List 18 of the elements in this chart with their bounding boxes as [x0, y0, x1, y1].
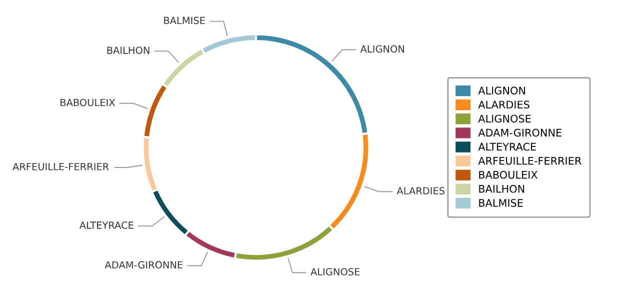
legend-label: BALMISE: [479, 198, 523, 207]
legend-label: ALIGNOSE: [478, 114, 531, 123]
slice-label: BAILHON: [107, 46, 150, 54]
legend-label: ALIGNON: [478, 86, 525, 95]
legend-label: ALTEYRACE: [478, 142, 536, 151]
slice-label: ARFEUILLE-FERRIER: [12, 163, 109, 170]
slice-label: BALMISE: [164, 16, 205, 24]
legend-label: ALARDIES: [478, 100, 530, 109]
legend-label: ADAM-GIRONNE: [478, 128, 562, 137]
legend-label: BABOULEIX: [479, 170, 538, 179]
slice-label: BABOULEIX: [60, 98, 115, 106]
slice-label: ADAM-GIRONNE: [104, 261, 183, 269]
slice-label: ALARDIES: [396, 187, 445, 194]
slice-label: ALIGNOSE: [310, 268, 360, 276]
slice-label: ALIGNON: [360, 45, 404, 53]
legend-label: ARFEUILLE-FERRIER: [478, 156, 582, 165]
slice-label: ALTEYRACE: [79, 222, 134, 229]
legend-label: BAILHON: [479, 184, 524, 193]
